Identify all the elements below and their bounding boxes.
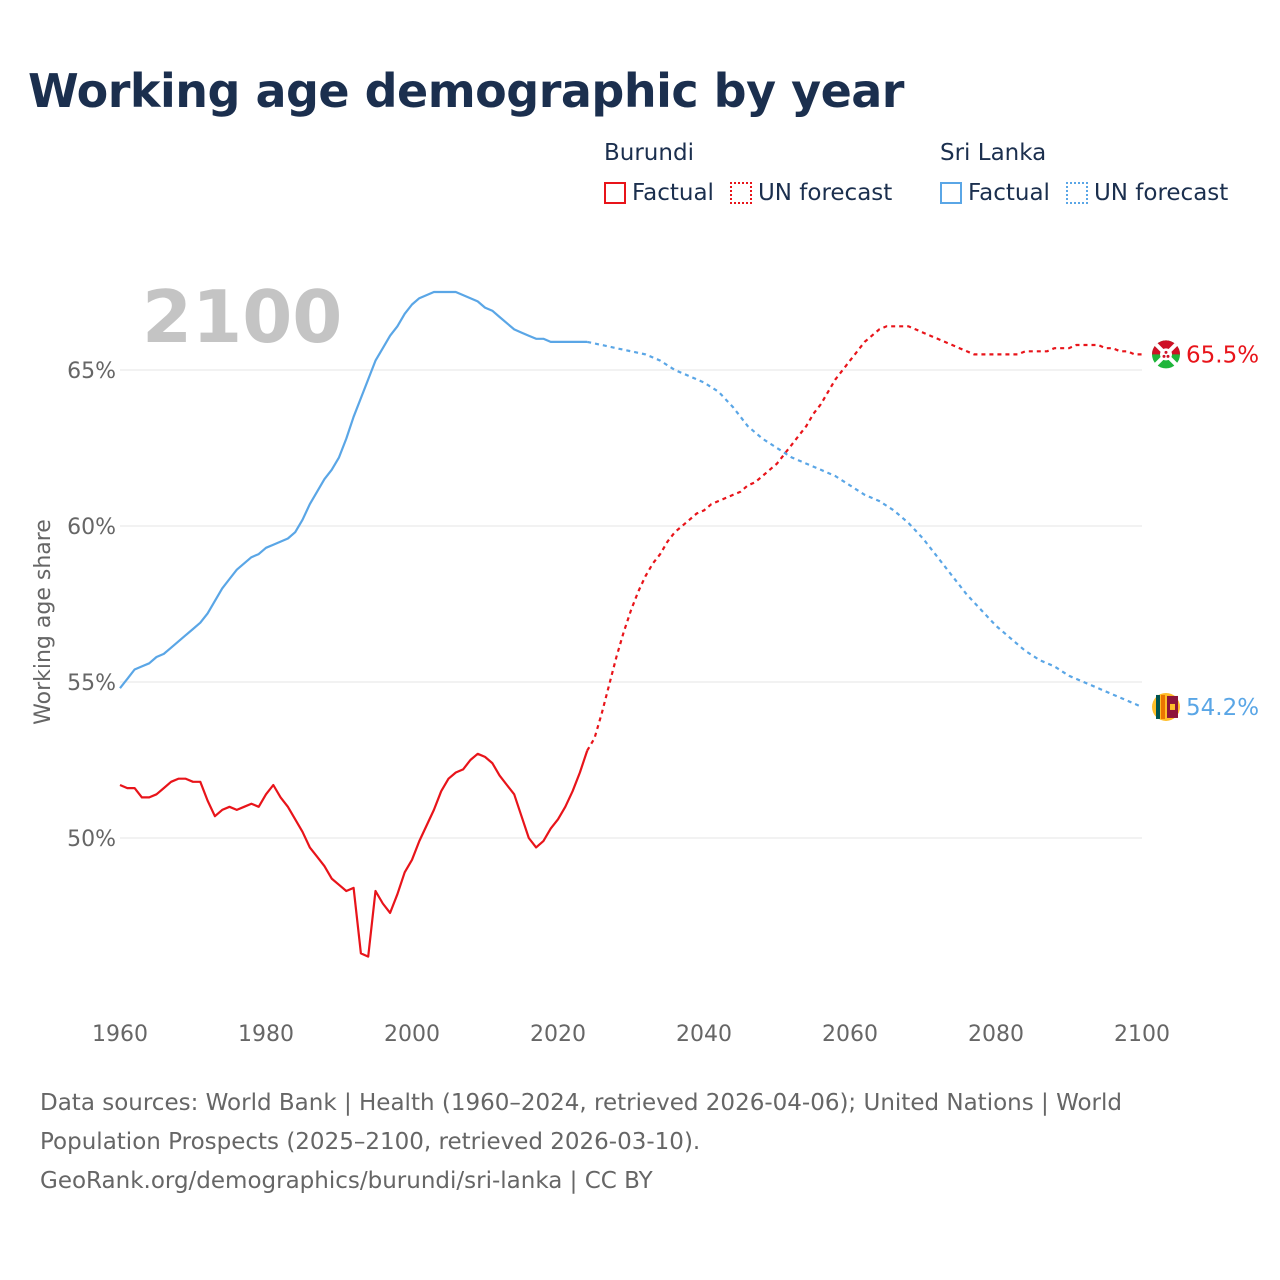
y-tick-label: 65% bbox=[67, 359, 116, 384]
legend-burundi: Burundi Factual UN forecast bbox=[604, 140, 908, 206]
gridlines bbox=[120, 369, 1142, 839]
y-tick-label: 55% bbox=[67, 671, 116, 696]
legend-country-sri-lanka: Sri Lanka bbox=[940, 140, 1047, 166]
legend-label: UN forecast bbox=[757, 180, 893, 206]
series-sri-lanka-factual[interactable] bbox=[119, 290, 588, 689]
series-burundi-forecast[interactable] bbox=[586, 325, 1142, 752]
series-burundi-factual[interactable] bbox=[119, 750, 589, 958]
x-tick-label: 2100 bbox=[1114, 1022, 1170, 1047]
series-lines bbox=[119, 290, 1143, 958]
legend-label: UN forecast bbox=[1093, 180, 1229, 206]
sri-lanka-flag-icon bbox=[1152, 692, 1180, 721]
sri-lanka-end-label: 54.2% bbox=[1186, 695, 1259, 721]
burundi-flag-icon bbox=[1152, 340, 1181, 369]
x-tick-label: 1980 bbox=[238, 1022, 294, 1047]
x-tick-label: 1960 bbox=[92, 1022, 148, 1047]
y-tick-label: 60% bbox=[67, 515, 116, 540]
footer: Data sources: World Bank | Health (1960–… bbox=[40, 1084, 1240, 1201]
legend-sri-lanka: Sri Lanka Factual UN forecast bbox=[940, 140, 1244, 206]
legend-country-burundi: Burundi bbox=[604, 140, 694, 166]
burundi-end-label: 65.5% bbox=[1186, 342, 1259, 368]
year-watermark: 2100 bbox=[142, 275, 342, 359]
legend-label: Factual bbox=[632, 180, 714, 206]
x-tick-label: 2080 bbox=[968, 1022, 1024, 1047]
y-axis: 50% 55% 60% 65% bbox=[67, 359, 116, 852]
footer-attribution[interactable]: GeoRank.org/demographics/burundi/sri-lan… bbox=[40, 1168, 653, 1194]
legend-swatch-solid bbox=[940, 182, 962, 204]
end-markers: 65.5% 54.2% bbox=[1152, 340, 1259, 721]
chart-title: Working age demographic by year bbox=[28, 64, 905, 118]
x-axis: 1960 1980 2000 2020 2040 2060 2080 2100 bbox=[92, 1022, 1170, 1047]
legend-sri-lanka-factual[interactable]: Factual bbox=[940, 180, 1050, 206]
x-tick-label: 2020 bbox=[530, 1022, 586, 1047]
x-tick-label: 2060 bbox=[822, 1022, 878, 1047]
y-tick-label: 50% bbox=[67, 827, 116, 852]
legend-swatch-dotted bbox=[1065, 182, 1088, 204]
footer-sources-continued: Population Prospects (2025–2100, retriev… bbox=[40, 1129, 701, 1155]
x-tick-label: 2000 bbox=[384, 1022, 440, 1047]
y-axis-label: Working age share bbox=[31, 519, 56, 725]
legend-burundi-forecast[interactable]: UN forecast bbox=[729, 180, 893, 206]
legend-swatch-dotted bbox=[729, 182, 752, 204]
legend-sri-lanka-forecast[interactable]: UN forecast bbox=[1065, 180, 1229, 206]
footer-sources: Data sources: World Bank | Health (1960–… bbox=[40, 1090, 1122, 1116]
legend-label: Factual bbox=[968, 180, 1050, 206]
legend-swatch-solid bbox=[604, 182, 626, 204]
x-tick-label: 2040 bbox=[676, 1022, 732, 1047]
series-sri-lanka-forecast[interactable] bbox=[586, 340, 1143, 709]
legend-burundi-factual[interactable]: Factual bbox=[604, 180, 714, 206]
